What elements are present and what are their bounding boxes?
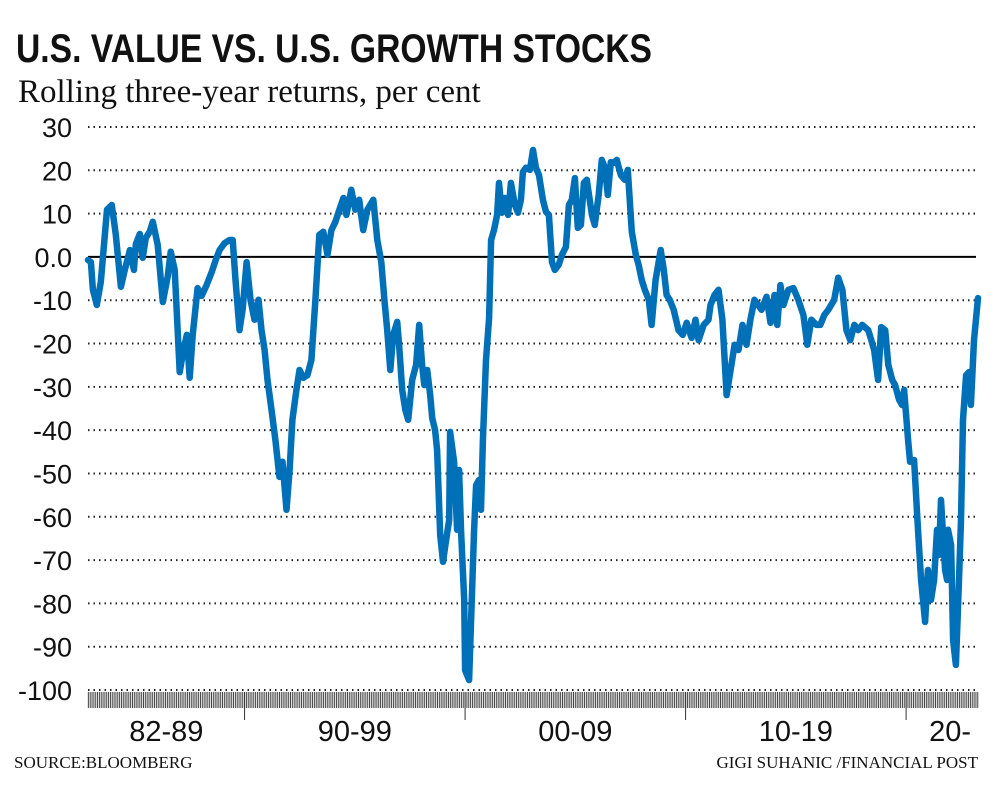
- x-period-label: 20-: [929, 716, 971, 748]
- chart-title: U.S. VALUE VS. U.S. GROWTH STOCKS: [16, 27, 652, 71]
- y-tick-label: 30: [42, 113, 72, 143]
- x-period-label: 00-09: [538, 716, 612, 748]
- source-note: SOURCE:BLOOMBERG: [14, 753, 193, 772]
- series-line-group: [84, 146, 982, 684]
- y-tick-label: -30: [33, 373, 72, 403]
- y-tick-label: 10: [42, 200, 72, 230]
- chart-subtitle: Rolling three-year returns, per cent: [18, 74, 481, 110]
- x-period-label: 82-89: [129, 716, 203, 748]
- y-axis: 30 20 10 0.0 -10 -20 -30 -40 -50 -60 -70 -80 -90 -100: [18, 113, 72, 706]
- y-tick-label: -60: [33, 503, 72, 533]
- y-tick-label: 20: [42, 156, 72, 186]
- y-tick-label: -90: [33, 633, 72, 663]
- gridlines: [88, 126, 976, 691]
- y-tick-label: -40: [33, 416, 72, 446]
- y-tick-label: -100: [18, 676, 72, 706]
- y-tick-label: -20: [33, 330, 72, 360]
- y-tick-label: -80: [33, 589, 72, 619]
- x-period-label: 90-99: [318, 716, 392, 748]
- credit-note: GIGI SUHANIC /FINANCIAL POST: [717, 753, 979, 772]
- x-period-label: 10-19: [759, 716, 833, 748]
- series-line: [84, 146, 982, 684]
- x-axis: 82-89 90-99 00-09 10-19 20-: [87, 692, 979, 748]
- y-tick-label: -70: [33, 546, 72, 576]
- y-tick-label: 0.0: [34, 243, 72, 273]
- y-tick-label: -10: [33, 286, 72, 316]
- y-tick-label: -50: [33, 459, 72, 489]
